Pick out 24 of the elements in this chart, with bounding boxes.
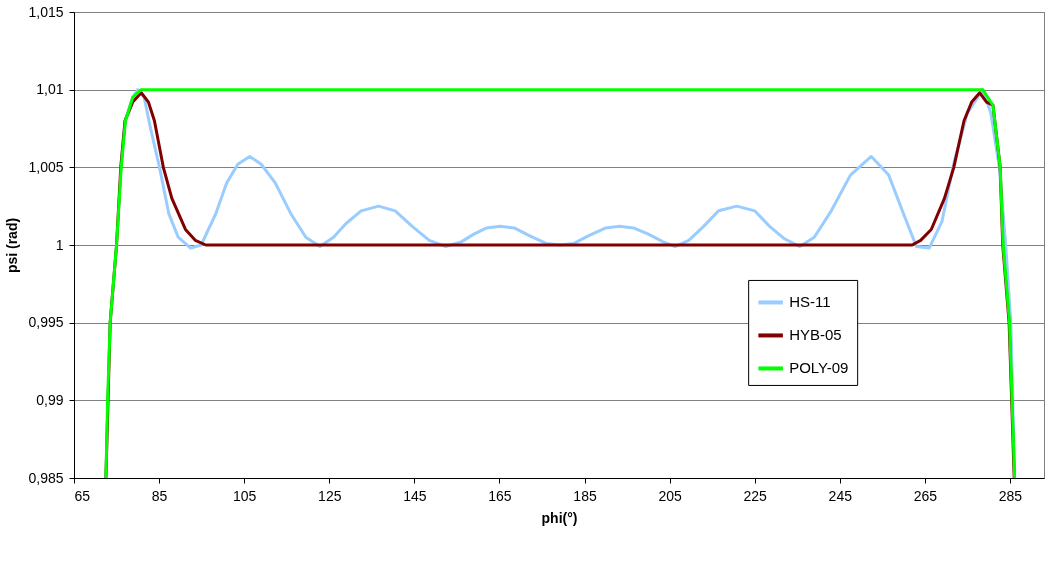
x-tick-label: 125 xyxy=(318,487,342,504)
y-tick-label: 1,01 xyxy=(36,81,64,98)
y-tick-label: 0,995 xyxy=(28,314,64,331)
x-axis-title: phi(°) xyxy=(541,509,578,526)
x-tick-label: 185 xyxy=(573,487,597,504)
x-tick-label: 205 xyxy=(658,487,683,504)
y-tick-label: 1,005 xyxy=(28,158,64,175)
legend-label: HYB-05 xyxy=(789,326,842,344)
y-axis-title: psi (rad) xyxy=(4,217,21,274)
x-tick-label: 85 xyxy=(151,487,168,504)
x-tick-label: 105 xyxy=(233,487,257,504)
y-tick-label: 0,985 xyxy=(28,469,64,486)
legend-label: POLY-09 xyxy=(789,359,849,377)
x-tick-label: 265 xyxy=(913,487,938,504)
y-tick-label: 1 xyxy=(55,236,64,253)
x-tick-label: 225 xyxy=(743,487,768,504)
y-tick-label: 0,99 xyxy=(36,391,64,408)
y-tick-label: 1,015 xyxy=(28,3,64,20)
x-tick-label: 145 xyxy=(403,487,427,504)
x-tick-label: 165 xyxy=(488,487,512,504)
legend-label: HS-11 xyxy=(789,293,831,311)
x-tick-label: 285 xyxy=(998,487,1023,504)
x-tick-label: 65 xyxy=(74,487,91,504)
x-tick-label: 245 xyxy=(828,487,853,504)
